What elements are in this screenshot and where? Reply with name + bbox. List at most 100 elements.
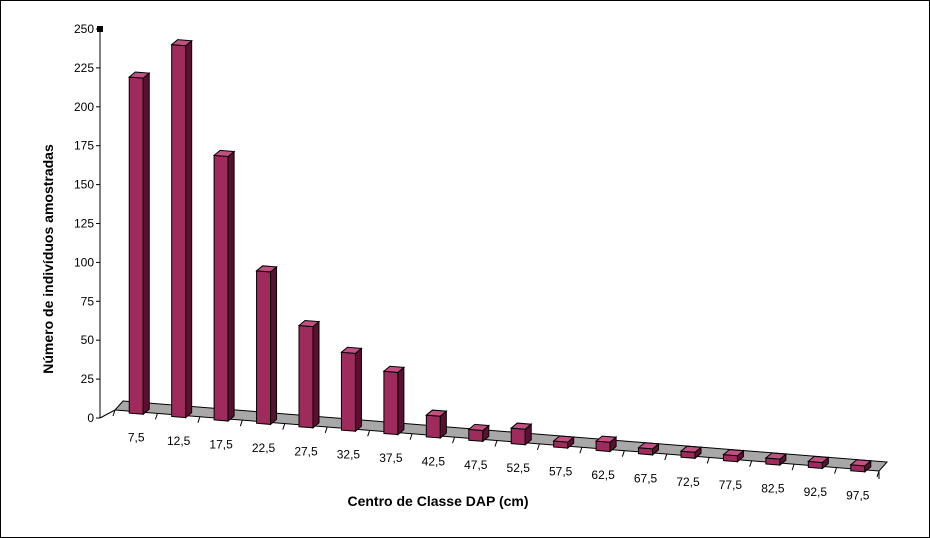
bar-front-face bbox=[298, 325, 314, 429]
x-tick-mark bbox=[664, 453, 668, 461]
bar bbox=[807, 455, 830, 470]
bar bbox=[594, 435, 618, 453]
bar-side-face bbox=[185, 39, 193, 419]
x-tick-label: 57,5 bbox=[549, 465, 573, 479]
bars bbox=[127, 39, 873, 473]
x-tick-mark bbox=[197, 416, 201, 423]
x-tick-label: 22,5 bbox=[252, 441, 276, 455]
bar-front-face bbox=[383, 370, 399, 436]
bar-side-face bbox=[397, 366, 405, 436]
bar bbox=[722, 449, 745, 463]
bar-front-face bbox=[171, 44, 187, 419]
x-tick-mark bbox=[409, 433, 413, 440]
bar-top-face bbox=[297, 320, 321, 328]
bar-front-face bbox=[128, 76, 144, 415]
x-tick-mark bbox=[791, 464, 795, 471]
bar bbox=[170, 39, 193, 419]
bar-side-face bbox=[354, 347, 362, 433]
x-tick-mark bbox=[112, 409, 116, 417]
x-tick-label: 82,5 bbox=[761, 482, 785, 496]
bar bbox=[127, 71, 151, 416]
bar-top-face bbox=[637, 442, 660, 450]
bar-top-face bbox=[552, 435, 575, 443]
bar-side-face bbox=[142, 72, 150, 416]
x-tick-label: 17,5 bbox=[209, 437, 233, 451]
y-tick-label: 50 bbox=[81, 333, 95, 347]
x-tick-labels: 7,5 12,5 17,5 22,5 27,5 32,5 37,5 42,5 47,5 52,5 5… bbox=[128, 431, 870, 503]
x-tick-mark bbox=[154, 413, 158, 420]
bar-front-face bbox=[340, 351, 356, 432]
bar-side-face bbox=[270, 265, 278, 426]
y-tick-label: 75 bbox=[81, 294, 95, 308]
y-tick-label: 150 bbox=[74, 178, 94, 192]
bar bbox=[679, 445, 703, 460]
bar-front-face bbox=[510, 427, 526, 446]
bar bbox=[764, 452, 788, 467]
bar-top-face bbox=[764, 452, 788, 460]
value-axis bbox=[97, 26, 116, 419]
x-tick-mark bbox=[621, 450, 625, 457]
x-tick-label: 52,5 bbox=[507, 461, 531, 475]
x-tick-mark bbox=[834, 467, 838, 474]
bar-top-face bbox=[594, 435, 618, 443]
x-tick-mark bbox=[282, 423, 286, 430]
bar-top-face bbox=[212, 149, 236, 158]
x-tick-mark bbox=[706, 457, 710, 464]
x-tick-label: 42,5 bbox=[422, 454, 446, 468]
bar bbox=[212, 149, 236, 423]
bar bbox=[425, 409, 448, 440]
x-tick-label: 32,5 bbox=[337, 448, 361, 462]
bar-front-face bbox=[256, 270, 272, 425]
y-tick-label: 25 bbox=[81, 372, 95, 386]
bar-front-face bbox=[213, 154, 229, 422]
x-axis-title: Centro de Classe DAP (cm) bbox=[347, 493, 528, 509]
bar-top-face bbox=[340, 346, 363, 354]
bar-front-face bbox=[595, 440, 611, 453]
x-tick-label: 27,5 bbox=[294, 444, 318, 458]
x-tick-label: 67,5 bbox=[634, 471, 658, 485]
bar-top-face bbox=[849, 459, 873, 467]
y-tick-label: 250 bbox=[74, 22, 94, 36]
x-tick-label: 77,5 bbox=[719, 478, 743, 492]
bar bbox=[552, 435, 575, 450]
y-axis-foot bbox=[99, 409, 116, 419]
bar bbox=[255, 265, 278, 426]
bar-top-face bbox=[679, 445, 703, 453]
y-axis-title: Número de indivíduos amostradas bbox=[40, 144, 56, 374]
bar bbox=[340, 346, 363, 433]
x-tick-mark bbox=[494, 440, 498, 447]
bar-top-face bbox=[382, 365, 406, 373]
x-tick-mark bbox=[239, 420, 243, 427]
x-tick-label: 12,5 bbox=[167, 434, 191, 448]
y-tick-label: 225 bbox=[74, 61, 94, 75]
y-tick-labels: 0 25 50 75 100 125 150 175 200 225 250 bbox=[74, 22, 100, 425]
bar bbox=[297, 320, 321, 429]
bar-top-face bbox=[255, 265, 278, 273]
bar-top-face bbox=[807, 455, 830, 463]
bar bbox=[467, 423, 491, 443]
bar-top-face bbox=[467, 423, 491, 431]
x-tick-mark bbox=[536, 443, 540, 451]
y-tick-label: 200 bbox=[74, 100, 94, 114]
bar-top-face bbox=[127, 71, 151, 79]
bar bbox=[637, 442, 660, 456]
bar-top-face bbox=[170, 39, 193, 47]
y-tick-label: 175 bbox=[74, 139, 94, 153]
x-tick-mark bbox=[452, 436, 456, 444]
bar-top-face bbox=[509, 422, 533, 430]
y-tick-label: 125 bbox=[74, 217, 94, 231]
bar-front-face bbox=[468, 428, 484, 442]
bar bbox=[849, 459, 873, 473]
bar bbox=[509, 422, 533, 446]
y-tick-label: 0 bbox=[87, 411, 94, 425]
x-tick-label: 92,5 bbox=[804, 485, 828, 499]
x-tick-label: 62,5 bbox=[591, 468, 615, 482]
bar-top-face bbox=[425, 409, 448, 417]
bar bbox=[382, 365, 406, 436]
x-tick-label: 47,5 bbox=[464, 458, 488, 472]
bar-top-face bbox=[722, 449, 745, 457]
x-tick-label: 37,5 bbox=[379, 451, 403, 465]
x-tick-mark bbox=[367, 430, 371, 437]
bar-side-face bbox=[227, 150, 235, 423]
